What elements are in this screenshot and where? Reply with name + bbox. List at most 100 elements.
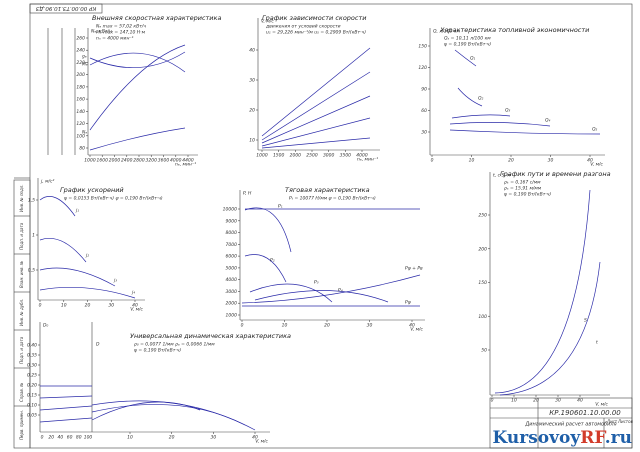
watermark-part: .ru <box>605 428 632 448</box>
x-tick-label: 3200 <box>146 158 158 164</box>
y-tick-label: 20 <box>249 108 255 114</box>
chart-note: Mₑ max = 147,10 Н·м <box>96 30 146 36</box>
x-tick-label: 4000 <box>170 158 182 164</box>
watermark: KursovoyRF.ru <box>493 428 632 448</box>
curve <box>249 283 333 303</box>
margin-label: Справ. № <box>19 383 24 402</box>
y-tick-label: 0,10 <box>27 403 37 409</box>
x-tick-label: 40 <box>252 435 258 441</box>
x-tick-label: 20 <box>85 303 91 309</box>
y-tick-label: 0,5 <box>28 268 35 274</box>
curve-label: P₁ <box>278 204 283 210</box>
curve-label: j₁ <box>75 208 79 214</box>
curve <box>254 290 389 303</box>
curve <box>261 137 371 149</box>
x-tick-label: 1000 <box>256 153 268 159</box>
drawing-name: Динамический расчет автомобиля <box>524 422 616 428</box>
curve <box>451 114 511 119</box>
curve-label: Mₑ <box>82 62 88 68</box>
sheet-label: Лист <box>606 419 618 424</box>
x-axis-label: V, м/с <box>255 439 268 445</box>
curve <box>39 196 76 217</box>
y-tick-label: 60 <box>421 108 427 114</box>
chart-note: Nₑ max = 57,02 кВт/ч <box>96 24 146 30</box>
y-tick-label: 180 <box>76 84 85 90</box>
x-tick-label: 2000 <box>109 158 121 164</box>
y-axis-label: j, м/с² <box>40 179 54 185</box>
chart-note: u₁ = 29,226 мин⁻¹/м u₅ = 0,2909 Вт/(кВт·… <box>266 30 366 36</box>
y-tick-label: 0,20 <box>27 383 37 389</box>
x-tick-label: 40 <box>577 398 583 404</box>
x-tick-label: 10 <box>511 398 517 404</box>
g-tick-label: 80 <box>76 435 82 441</box>
curve <box>261 71 371 141</box>
x-axis-label: V, м/с <box>130 307 143 313</box>
y-tick-label: 30 <box>249 78 255 84</box>
chart-title: Характеристика топливной экономичности <box>439 26 589 34</box>
curve <box>449 122 551 127</box>
curve <box>261 47 371 137</box>
x-tick-label: 1000 <box>84 158 96 164</box>
y-tick-label: 0,15 <box>27 393 37 399</box>
chart-title: Тяговая характеристика <box>285 186 370 194</box>
x-tick-label: 40 <box>587 158 593 164</box>
x-tick-label: 0 <box>431 158 434 164</box>
chart-note: ρₛ = 15,91 м/мм <box>504 186 542 192</box>
curve <box>449 129 601 135</box>
drawing-code: КР.190601.10.00.00 <box>549 409 621 417</box>
x-tick-label: 1600 <box>97 158 109 164</box>
curve <box>89 52 186 73</box>
curve-label: Q₃ <box>505 108 511 114</box>
x-tick-label: 0 <box>39 303 42 309</box>
margin-box <box>13 179 31 449</box>
x-tick-label: 4400 <box>182 158 194 164</box>
y-tick-label: 200 <box>478 246 487 252</box>
y-tick-label: 0,05 <box>27 413 37 419</box>
curve-label: j₃ <box>113 278 117 284</box>
curve <box>39 417 93 423</box>
chart-note: ρ₀ = 0,0077 1/мм ρₐ = 0,0066 1/мм <box>134 342 215 348</box>
curve <box>241 274 421 304</box>
curve <box>499 261 601 396</box>
x-tick-label: 30 <box>210 435 216 441</box>
x-tick-label: 30 <box>555 398 561 404</box>
stamp: КР 00.00.ТЗ.10.90.ДЗ <box>35 5 96 11</box>
g-tick-label: 20 <box>48 435 54 441</box>
y-tick-label: 260 <box>76 36 85 42</box>
y-tick-label: 7000 <box>226 242 238 248</box>
x-axis-label: V, м/с <box>595 402 608 408</box>
stamp-box <box>29 3 103 14</box>
y-tick-label: 0,35 <box>27 353 37 359</box>
y-tick-label: 100 <box>76 133 85 139</box>
y-tick-label: 6000 <box>226 254 238 260</box>
title-block-frame <box>489 397 633 449</box>
y-axis-label: Nₑ, кВт/ч <box>91 29 112 35</box>
x-tick-label: 20 <box>169 435 175 441</box>
y-tick-label: 2000 <box>226 301 238 307</box>
curve-label: Pψ <box>405 300 412 306</box>
x-tick-label: 3000 <box>323 153 335 159</box>
y-tick-label: 240 <box>76 48 85 54</box>
y-tick-label: 200 <box>76 72 85 78</box>
x-tick-label: 30 <box>367 323 373 329</box>
y-tick-label: 160 <box>76 97 85 103</box>
curve-label: j₄ <box>131 290 135 296</box>
chart-note: ψ = 0,0153 Вт/(кВт·ч) ψ = 0,190 Вт/(кВт·… <box>64 196 163 202</box>
curve <box>244 254 287 283</box>
x-tick-label: 10 <box>282 323 288 329</box>
x-tick-label: 4000 <box>356 153 368 159</box>
watermark-part: RF <box>580 428 606 448</box>
y-tick-label: 10 <box>249 138 255 144</box>
chart-note: ψ = 0,190 Вт/(кВт·ч) <box>504 192 551 198</box>
y-axis-label: Q, л/100 км <box>433 29 461 35</box>
x-tick-label: 20 <box>533 398 539 404</box>
margin-label: Перв. примен. <box>19 410 24 440</box>
curve-label: j₂ <box>85 253 89 259</box>
curve-label: Pψ + Pв <box>405 266 423 272</box>
x-tick-label: 2000 <box>290 153 302 159</box>
curve-label: Q₄ <box>545 118 551 124</box>
curve-label: t <box>596 340 598 346</box>
y-tick-label: 8000 <box>226 230 238 236</box>
y-axis-label: P, Н <box>243 191 252 197</box>
